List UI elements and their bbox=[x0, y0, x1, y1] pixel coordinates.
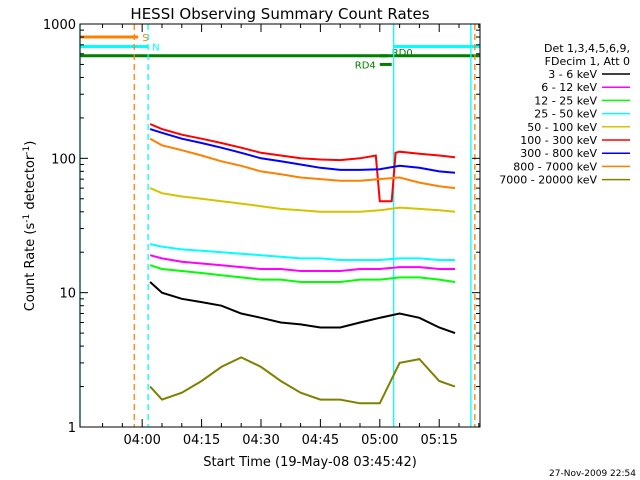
legend-header-line-2: FDecim 1, Att 0 bbox=[545, 55, 630, 68]
y-tick-label-1000: 1000 bbox=[43, 18, 76, 33]
flag-label-rd4: RD4 bbox=[355, 60, 376, 71]
series-line-12-25-kev bbox=[149, 264, 456, 283]
legend-label-6-12-kev: 6 - 12 keV bbox=[541, 81, 597, 94]
flag-bars: SN RD0 RD4 bbox=[80, 33, 480, 71]
x-tick-label-05-15: 05:15 bbox=[420, 433, 457, 448]
y-tick-label-1: 1 bbox=[68, 421, 76, 436]
x-tick-label-04-30: 04:30 bbox=[242, 433, 279, 448]
series-lines bbox=[149, 123, 456, 405]
x-tick-label-05-00: 05:00 bbox=[361, 433, 398, 448]
legend-label-800-7000-kev: 800 - 7000 keV bbox=[513, 160, 597, 173]
series-line-50-100-kev bbox=[149, 187, 456, 213]
series-line-3-6-kev bbox=[149, 281, 456, 335]
legend-label-300-800-kev: 300 - 800 keV bbox=[520, 147, 597, 160]
y-tick-label-100: 100 bbox=[51, 152, 76, 167]
legend-label-12-25-kev: 12 - 25 keV bbox=[534, 94, 597, 107]
x-axis-label: Start Time (19-May-08 03:45:42) bbox=[203, 455, 417, 470]
legend-label-3-6-kev: 3 - 6 keV bbox=[548, 68, 597, 81]
series-line-6-12-kev bbox=[149, 254, 455, 272]
y-axis-ticks: 1 10 100 1000 bbox=[43, 18, 480, 436]
y-axis-label: Count Rate (s-1 detector-1) bbox=[22, 141, 38, 312]
vertical-markers bbox=[79, 24, 476, 427]
flag-label-s: S bbox=[142, 33, 148, 44]
series-line-100-300-kev bbox=[149, 123, 456, 203]
legend-label-100-300-kev: 100 - 300 keV bbox=[520, 134, 597, 147]
x-axis-ticks: 04:00 04:15 04:30 04:45 05:00 05:15 bbox=[102, 24, 480, 448]
legend-label-7000-20000-kev: 7000 - 20000 keV bbox=[499, 174, 597, 187]
x-tick-label-04-45: 04:45 bbox=[302, 433, 339, 448]
x-tick-label-04-15: 04:15 bbox=[183, 433, 220, 448]
series-line-300-800-kev bbox=[149, 128, 456, 174]
y-tick-label-10: 10 bbox=[59, 287, 76, 302]
series-line-800-7000-kev bbox=[149, 137, 456, 190]
legend-label-50-100-kev: 50 - 100 keV bbox=[527, 121, 597, 134]
series-line-7000-20000-kev bbox=[149, 356, 456, 405]
legend-header-line-1: Det 1,3,4,5,6,9, bbox=[544, 42, 630, 55]
footer-timestamp: 27-Nov-2009 22:54 bbox=[549, 469, 636, 479]
flag-label-rd0: RD0 bbox=[392, 48, 413, 59]
flag-label-n: N bbox=[152, 42, 159, 53]
legend: Det 1,3,4,5,6,9, FDecim 1, Att 0 3 - 6 k… bbox=[499, 42, 630, 187]
legend-label-25-50-kev: 25 - 50 keV bbox=[534, 108, 597, 121]
x-tick-label-04-00: 04:00 bbox=[123, 433, 160, 448]
chart-title: HESSI Observing Summary Count Rates bbox=[130, 5, 429, 23]
plot-frame bbox=[79, 23, 481, 428]
series-line-25-50-kev bbox=[149, 243, 455, 261]
